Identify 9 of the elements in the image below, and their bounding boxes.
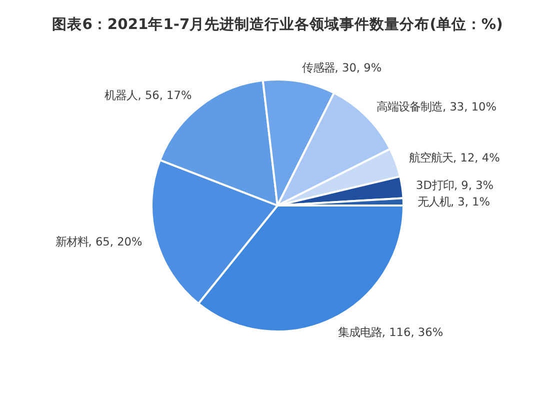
slice-label: 机器人, 56, 17%: [104, 88, 192, 102]
slice-label: 集成电路, 116, 36%: [338, 324, 444, 339]
slice-label: 航空航天, 12, 4%: [409, 150, 500, 165]
slice-label: 新材料, 65, 20%: [55, 234, 143, 249]
slice-label: 3D打印, 9, 3%: [416, 178, 494, 192]
slice-label: 无人机, 3, 1%: [417, 194, 490, 208]
chart-title: 图表6：2021年1-7月先进制造行业各领域事件数量分布(单位：%): [52, 16, 503, 33]
slice-label: 传感器, 30, 9%: [302, 60, 382, 75]
slice-label: 高端设备制造, 33, 10%: [376, 100, 497, 114]
